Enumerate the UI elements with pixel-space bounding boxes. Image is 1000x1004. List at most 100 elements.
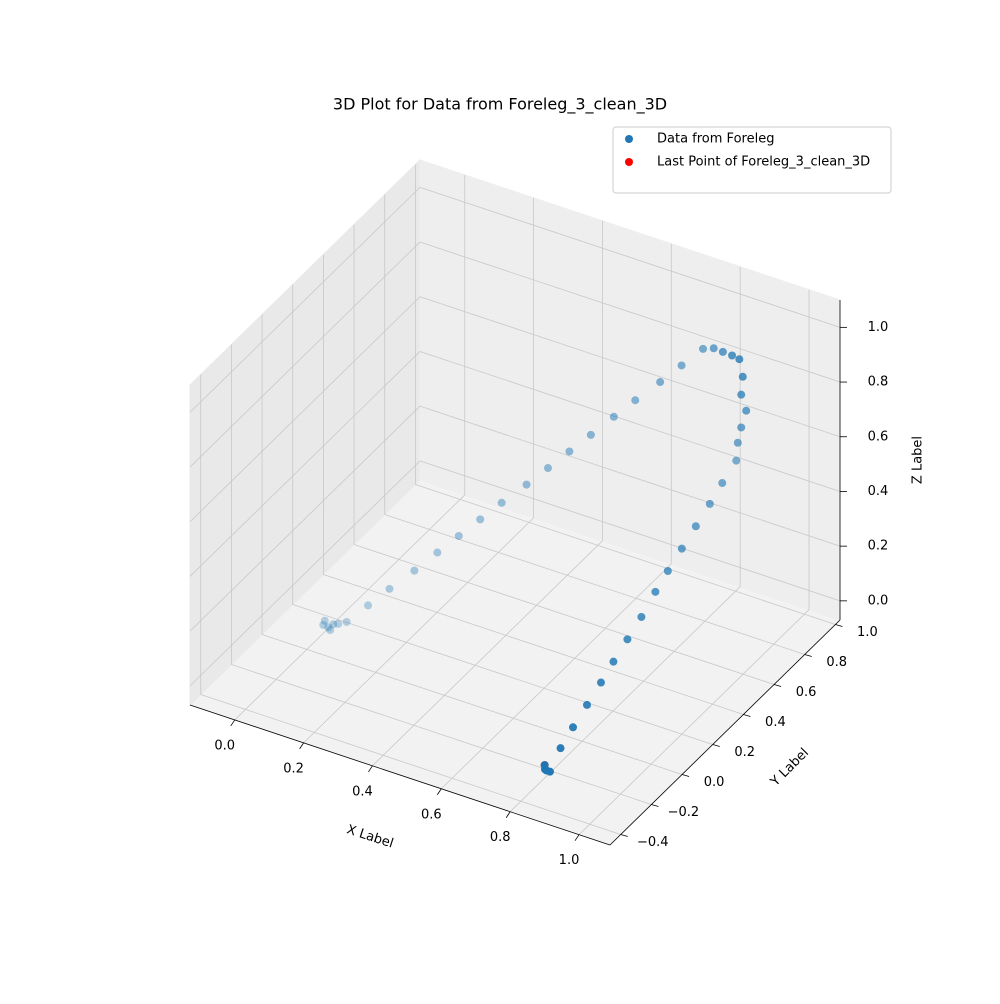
grid-line <box>384 514 805 655</box>
data-point <box>733 438 742 447</box>
data-point <box>385 584 394 593</box>
data-point <box>735 355 744 364</box>
data-point <box>522 480 531 489</box>
data-point <box>324 623 333 632</box>
data-point <box>433 548 442 557</box>
data-point <box>596 678 605 687</box>
y-tick-label: 0.2 <box>734 745 755 760</box>
data-point <box>497 498 506 507</box>
data-point <box>732 456 741 465</box>
grid-line <box>189 351 421 577</box>
data-point <box>677 361 686 370</box>
tick-mark <box>230 719 236 727</box>
data-point <box>454 531 463 540</box>
data-point <box>737 390 746 399</box>
z-tick-label: 0.8 <box>868 375 889 390</box>
tick-mark <box>743 714 751 717</box>
y-tick-label: −0.4 <box>637 835 669 850</box>
tick-mark <box>574 834 580 841</box>
data-point <box>737 423 746 432</box>
data-point <box>476 515 485 524</box>
y-tick-label: 1.0 <box>857 625 878 640</box>
y-tick-label: 0.6 <box>796 685 817 700</box>
grid-line <box>292 604 713 745</box>
tick-mark <box>773 684 782 687</box>
grid-line <box>419 296 841 438</box>
legend-marker <box>625 158 633 166</box>
data-point <box>677 544 686 553</box>
data-point <box>728 351 737 360</box>
grid-line <box>189 405 421 632</box>
z-tick-label: 1.0 <box>868 320 889 335</box>
grid-line <box>261 634 683 775</box>
grid-line <box>419 460 841 602</box>
data-point <box>709 344 718 353</box>
grid-line <box>200 694 621 835</box>
data-point <box>718 347 727 356</box>
data-point <box>742 406 751 415</box>
grid-line <box>303 517 534 744</box>
grid-line <box>578 609 810 835</box>
data-point <box>329 620 338 629</box>
data-point <box>326 626 335 635</box>
data-point <box>582 700 591 709</box>
grid-line <box>419 351 841 492</box>
data-point <box>718 479 727 488</box>
data-point <box>586 430 595 439</box>
tick-mark <box>681 774 690 777</box>
grid-line <box>234 494 466 721</box>
x-tick-label: 0.8 <box>490 830 511 845</box>
x-tick-label: 0.2 <box>283 761 304 776</box>
legend: Data from Foreleg Last Point of Foreleg_3… <box>612 126 892 194</box>
tick-mark <box>712 744 720 747</box>
z-axis-label: Z Label <box>911 436 926 484</box>
grid-line <box>441 563 672 790</box>
chart-title: 3D Plot for Data from Foreleg_3_clean_3D <box>333 95 667 115</box>
data-point <box>691 522 700 531</box>
grid-line <box>419 241 841 383</box>
data-point <box>656 378 665 387</box>
data-point <box>663 566 672 575</box>
data-point <box>637 612 646 621</box>
data-point <box>334 619 343 628</box>
data-point <box>651 587 660 596</box>
grid-line <box>415 484 836 625</box>
data-point <box>565 447 574 456</box>
y-axis-line <box>609 619 841 846</box>
legend-marker <box>625 135 633 143</box>
x-tick-label: 0.6 <box>421 807 442 822</box>
tick-mark <box>620 834 628 837</box>
grid-line <box>323 574 744 715</box>
data-point <box>631 396 640 405</box>
x-tick-label: 1.0 <box>559 853 580 868</box>
data-point <box>699 344 708 353</box>
legend-label: Data from Foreleg <box>657 132 774 147</box>
tick-mark <box>835 624 843 627</box>
x-axis-line <box>189 704 611 846</box>
grid-line <box>353 544 775 685</box>
tick-mark <box>804 654 812 657</box>
data-point <box>738 372 747 381</box>
tick-mark <box>436 788 442 795</box>
grid-line <box>419 405 841 547</box>
data-point <box>543 464 552 473</box>
y-tick-label: 0.8 <box>826 655 847 670</box>
data-point <box>609 412 618 421</box>
grid-line <box>372 540 603 767</box>
x-axis-label: X Label <box>345 822 395 851</box>
data-point <box>342 617 351 626</box>
data-point <box>540 761 549 770</box>
data-point <box>569 723 578 732</box>
tick-mark <box>651 804 659 807</box>
y-axis-label: Y Label <box>767 746 812 791</box>
data-point <box>546 767 555 776</box>
y-tick-label: −0.2 <box>668 805 700 820</box>
data-point <box>556 744 565 753</box>
data-point <box>410 566 419 575</box>
grid-line <box>189 241 421 468</box>
data-point <box>319 620 328 629</box>
x-tick-label: 0.0 <box>214 738 235 753</box>
tick-mark <box>368 765 373 773</box>
data-point <box>705 499 714 508</box>
